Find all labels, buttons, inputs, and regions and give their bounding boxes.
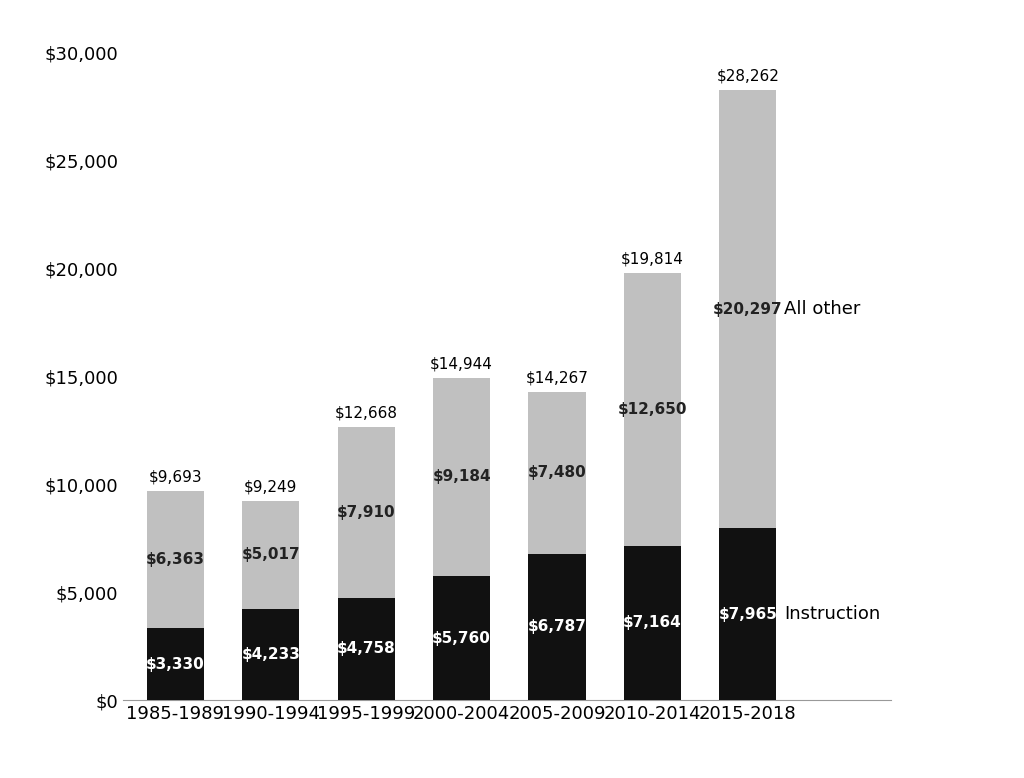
Bar (242, 500, 299, 609)
Bar (624, 272, 681, 545)
Text: $5,760: $5,760 (432, 630, 490, 646)
Text: $5,017: $5,017 (242, 547, 300, 562)
Text: All other: All other (784, 300, 860, 318)
Bar (433, 377, 490, 576)
Text: $9,693: $9,693 (148, 469, 202, 485)
Text: $7,480: $7,480 (527, 465, 587, 481)
Bar (624, 545, 681, 700)
Bar (528, 392, 586, 554)
Text: $7,965: $7,965 (719, 607, 777, 622)
Bar (242, 609, 299, 700)
Text: $4,233: $4,233 (242, 647, 300, 662)
Bar (719, 528, 776, 700)
Text: $6,363: $6,363 (145, 552, 205, 567)
Text: $12,650: $12,650 (617, 401, 687, 416)
Text: $6,787: $6,787 (527, 619, 587, 634)
Text: $3,330: $3,330 (146, 657, 205, 671)
Text: $12,668: $12,668 (335, 405, 397, 420)
Text: $19,814: $19,814 (621, 251, 684, 266)
Text: $7,910: $7,910 (337, 505, 395, 520)
Text: Instruction: Instruction (784, 605, 881, 623)
Text: $28,262: $28,262 (717, 68, 779, 84)
Bar (146, 629, 204, 700)
Bar (338, 598, 395, 700)
Bar (719, 90, 776, 528)
Text: $9,249: $9,249 (244, 479, 297, 494)
Text: $9,184: $9,184 (432, 469, 490, 484)
Text: $14,267: $14,267 (525, 371, 589, 386)
Bar (146, 491, 204, 629)
Bar (528, 554, 586, 700)
Text: $20,297: $20,297 (713, 302, 782, 317)
Text: $4,758: $4,758 (337, 641, 395, 657)
Bar (433, 576, 490, 700)
Bar (338, 427, 395, 598)
Text: $7,164: $7,164 (623, 615, 682, 630)
Text: $14,944: $14,944 (430, 356, 493, 371)
